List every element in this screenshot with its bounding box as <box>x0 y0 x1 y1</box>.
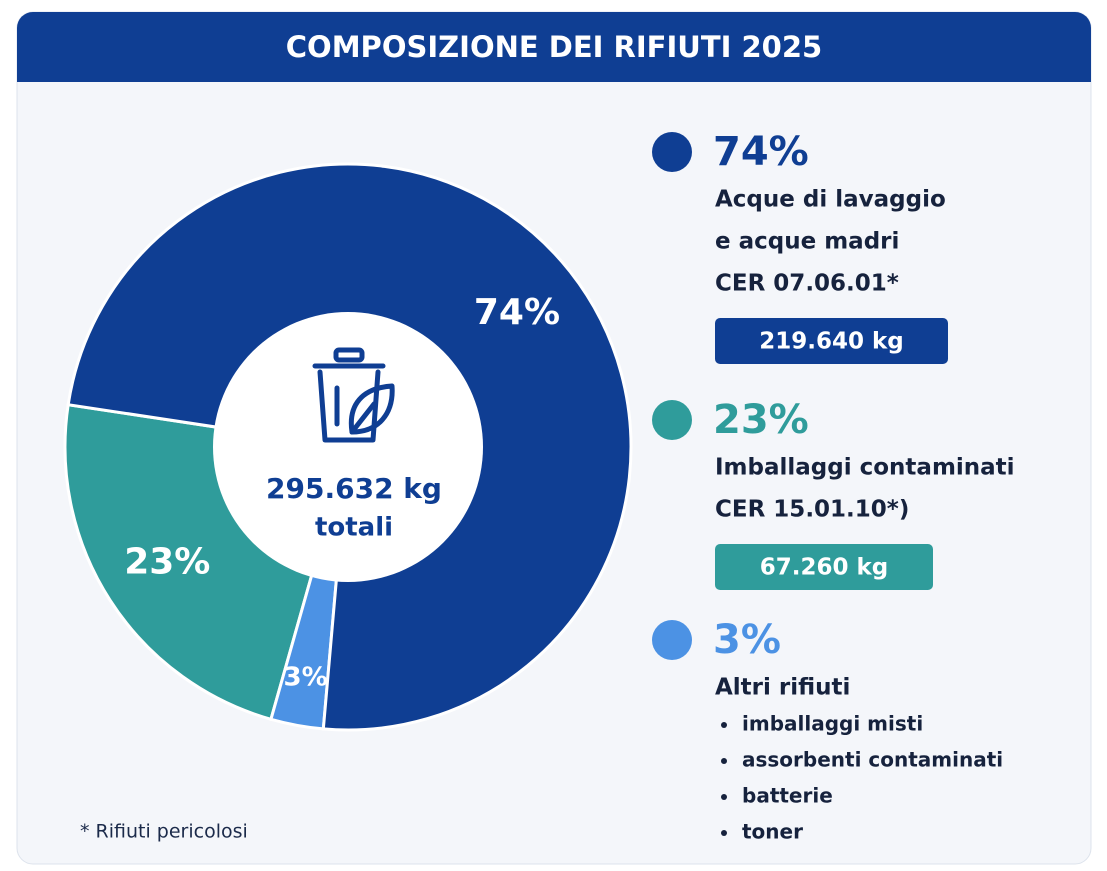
legend-dot <box>652 620 692 660</box>
legend-text: Altri rifiuti <box>715 675 850 701</box>
legend-dot <box>652 132 692 172</box>
legend-text: Imballaggi contaminati <box>715 455 1015 481</box>
center-caption: totali <box>315 513 393 543</box>
bullet <box>721 722 727 728</box>
slice-label: 74% <box>474 292 560 333</box>
bullet <box>721 830 727 836</box>
header-bar <box>17 12 1091 82</box>
legend-text: e acque madri <box>715 229 899 255</box>
legend-percent: 74% <box>713 129 809 175</box>
bullet <box>721 758 727 764</box>
legend-percent: 23% <box>713 397 809 443</box>
waste-icon <box>312 347 395 443</box>
bullet <box>721 794 727 800</box>
center-total: 295.632 kg <box>266 472 442 505</box>
title: COMPOSIZIONE DEI RIFIUTI 2025 <box>286 30 822 64</box>
legend-text: CER 15.01.10*) <box>715 497 909 523</box>
legend-dot <box>652 400 692 440</box>
legend-item: imballaggi misti <box>742 712 923 736</box>
legend-item: toner <box>742 820 803 844</box>
amount-text: 67.260 kg <box>760 555 889 581</box>
legend-percent: 3% <box>713 617 781 663</box>
slice-label: 23% <box>124 541 210 582</box>
legend-item: batterie <box>742 784 833 808</box>
legend-text: CER 07.06.01* <box>715 271 899 297</box>
amount-text: 219.640 kg <box>759 329 904 355</box>
amount-badge <box>715 544 933 590</box>
legend-item: assorbenti contaminati <box>742 748 1003 772</box>
amount-badge <box>715 318 948 364</box>
slice-label: 3% <box>283 663 327 693</box>
legend-text: Acque di lavaggio <box>715 187 946 213</box>
footnote: * Rifiuti pericolosi <box>80 821 248 843</box>
donut-hole <box>213 312 483 582</box>
